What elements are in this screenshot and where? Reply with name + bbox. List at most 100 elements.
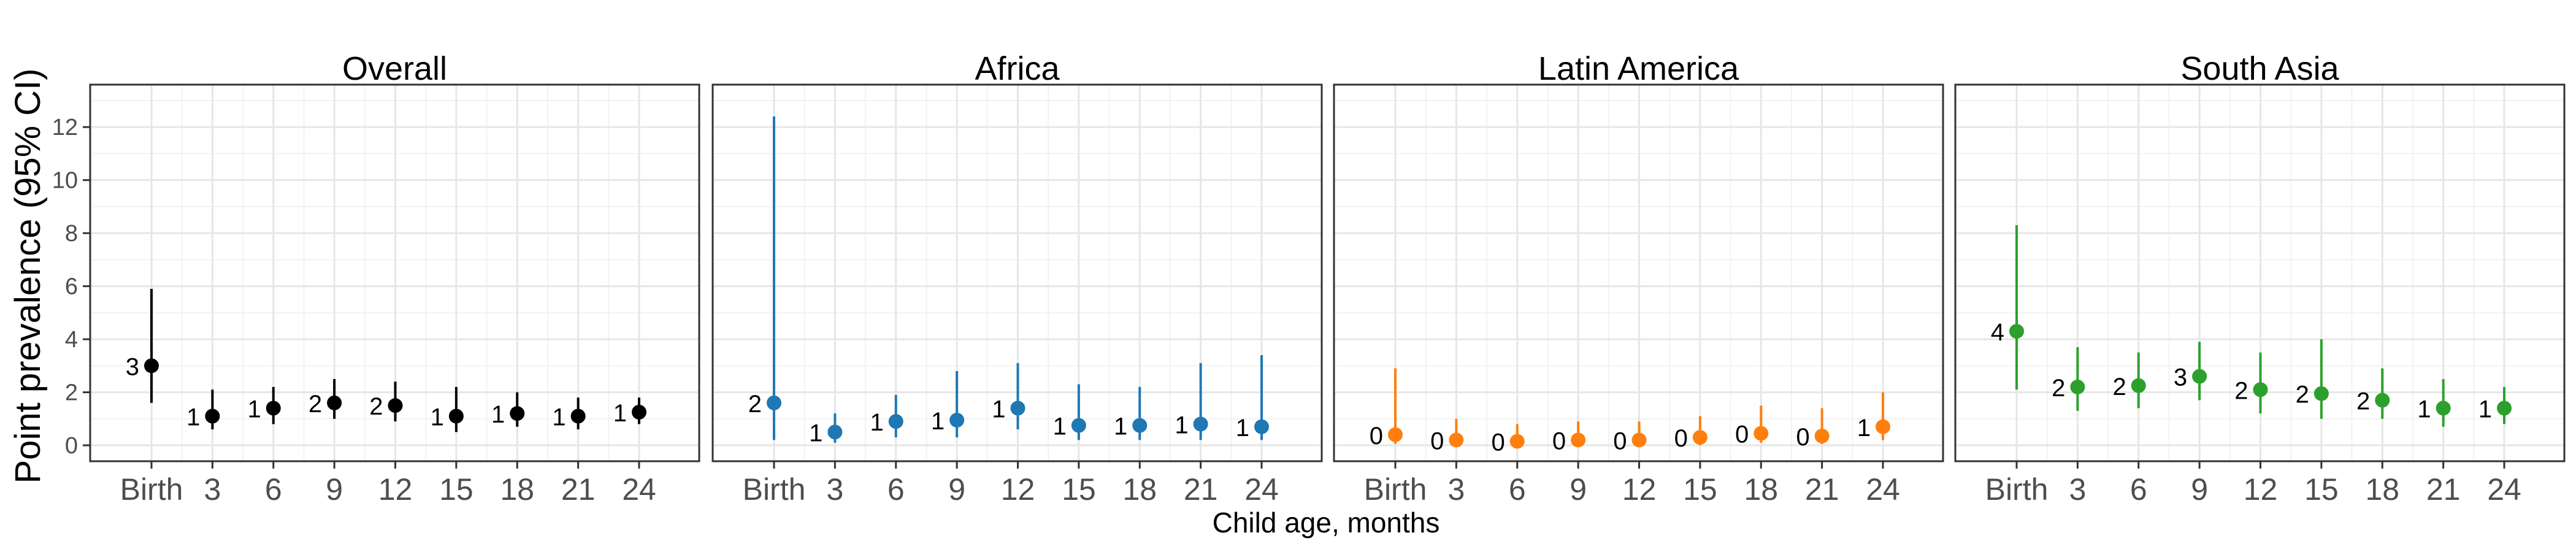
data-point — [1509, 434, 1525, 449]
x-tick-label: 24 — [1866, 472, 1900, 507]
data-label: 2 — [2052, 375, 2065, 402]
y-tick-label: 12 — [52, 115, 78, 140]
data-point — [2131, 378, 2146, 393]
x-tick-label: 12 — [1622, 472, 1657, 507]
panel-title: Latin America — [1538, 50, 1739, 87]
data-point — [827, 424, 843, 440]
data-point — [1388, 427, 1403, 442]
y-axis-title: Point prevalence (95% CI) — [8, 69, 48, 484]
data-point — [2192, 369, 2207, 384]
data-label: 1 — [992, 396, 1005, 423]
x-tick-label: 18 — [1744, 472, 1778, 507]
data-point — [1193, 416, 1208, 432]
x-axis-title: Child age, months — [1213, 507, 1440, 539]
data-label: 2 — [748, 391, 762, 418]
x-tick-label: 12 — [2244, 472, 2278, 507]
x-tick-label: 6 — [1509, 472, 1526, 507]
data-label: 1 — [1175, 412, 1188, 439]
x-tick-label: 6 — [265, 472, 282, 507]
x-tick-label: 24 — [2487, 472, 2521, 507]
data-label: 0 — [1674, 425, 1688, 452]
data-label: 2 — [2113, 374, 2126, 401]
data-point — [388, 398, 403, 413]
y-tick-label: 6 — [65, 274, 78, 300]
data-label: 1 — [870, 409, 884, 436]
data-label: 0 — [1430, 427, 1444, 454]
x-tick-label: 3 — [2069, 472, 2086, 507]
data-point — [1010, 401, 1025, 416]
data-point — [1631, 432, 1647, 448]
data-label: 3 — [126, 353, 139, 380]
data-point — [205, 408, 220, 424]
data-point — [2253, 382, 2268, 397]
data-label: 0 — [1492, 429, 1505, 456]
data-label: 0 — [1613, 427, 1627, 454]
data-label: 1 — [552, 404, 565, 431]
data-point — [767, 395, 781, 410]
x-tick-label: 21 — [1184, 472, 1218, 507]
x-tick-label: Birth — [1364, 472, 1427, 507]
data-point — [1132, 418, 1148, 433]
data-label: 1 — [491, 401, 505, 428]
x-tick-label: 12 — [378, 472, 413, 507]
data-label: 1 — [931, 408, 945, 435]
data-point — [1449, 432, 1464, 448]
data-point — [448, 408, 464, 424]
data-label: 3 — [2174, 364, 2187, 391]
y-tick-label: 4 — [65, 327, 78, 353]
data-point — [570, 408, 586, 424]
data-point — [1571, 432, 1586, 448]
x-tick-label: 9 — [1570, 472, 1587, 507]
data-point — [632, 405, 646, 420]
y-tick-label: 10 — [52, 168, 78, 194]
x-tick-label: Birth — [120, 472, 183, 507]
data-point — [1754, 426, 1769, 441]
x-tick-label: 9 — [2191, 472, 2208, 507]
data-point — [2436, 401, 2451, 416]
x-tick-label: 21 — [1805, 472, 1839, 507]
y-tick-label: 8 — [65, 221, 78, 247]
data-point — [1071, 418, 1086, 433]
x-tick-label: 21 — [561, 472, 596, 507]
data-label: 1 — [809, 420, 822, 447]
data-label: 2 — [2356, 388, 2370, 415]
data-point — [1876, 419, 1890, 434]
panel-title: Africa — [975, 50, 1060, 87]
data-label: 1 — [1053, 413, 1067, 440]
data-label: 0 — [1735, 421, 1749, 448]
data-point — [510, 406, 525, 421]
x-tick-label: 3 — [1447, 472, 1465, 507]
x-tick-label: 24 — [622, 472, 656, 507]
x-tick-label: 6 — [887, 472, 905, 507]
x-tick-label: 15 — [2304, 472, 2339, 507]
data-label: 2 — [2234, 377, 2248, 404]
x-tick-label: 15 — [1683, 472, 1717, 507]
x-tick-label: 18 — [2365, 472, 2399, 507]
x-tick-label: 6 — [2130, 472, 2147, 507]
x-tick-label: 9 — [948, 472, 965, 507]
data-label: 1 — [186, 404, 200, 431]
data-label: 1 — [1114, 413, 1127, 440]
data-label: 1 — [1236, 415, 1249, 442]
panel-2: Latin America Birth 3 6 9 12 15 18 21 24 0 0 0 0 0 0 0 0 1 — [1333, 50, 1944, 507]
data-point — [2375, 393, 2390, 408]
data-label: 1 — [2478, 396, 2492, 423]
data-label: 2 — [2296, 381, 2309, 408]
y-tick-label: 0 — [65, 433, 78, 459]
x-tick-label: 24 — [1244, 472, 1279, 507]
data-label: 1 — [1857, 415, 1871, 442]
data-point — [327, 395, 342, 410]
data-label: 0 — [1370, 423, 1383, 450]
data-point — [144, 358, 159, 374]
data-point — [2497, 401, 2512, 416]
data-label: 1 — [613, 400, 627, 427]
data-point — [266, 401, 281, 416]
data-point — [1814, 428, 1830, 443]
data-point — [888, 414, 903, 429]
data-point — [1692, 430, 1708, 445]
data-label: 1 — [2417, 396, 2431, 423]
x-tick-label: 18 — [1122, 472, 1157, 507]
y-tick-label: 2 — [65, 380, 78, 406]
